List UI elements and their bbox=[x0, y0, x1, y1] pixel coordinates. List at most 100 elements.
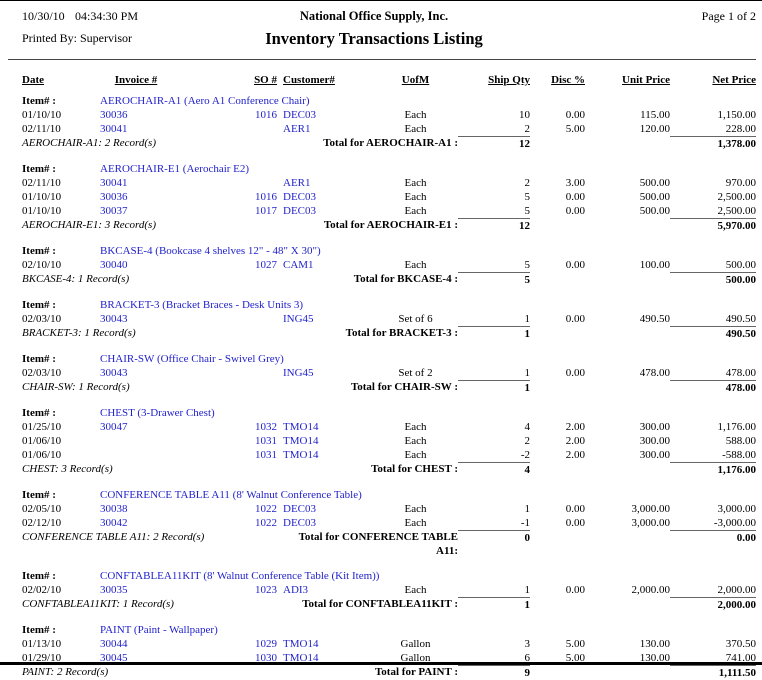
invoice-number-link[interactable]: 30036 bbox=[100, 109, 128, 121]
customer-code-link[interactable]: DEC03 bbox=[283, 503, 316, 515]
disc-pct-value: 0.00 bbox=[565, 313, 585, 325]
so-number-link[interactable]: 1032 bbox=[255, 421, 277, 433]
customer-code-link[interactable]: CAM1 bbox=[283, 259, 314, 271]
net-price-value: -3,000.00 bbox=[713, 517, 756, 529]
so-number-link[interactable]: 1031 bbox=[255, 449, 277, 461]
item-name-link[interactable]: CONFTABLEA11KIT (8' Walnut Conference Ta… bbox=[100, 570, 380, 582]
customer-code-link[interactable]: TMO14 bbox=[283, 435, 319, 447]
invoice-number-link[interactable]: 30038 bbox=[100, 503, 128, 515]
invoice-number-link[interactable]: 30042 bbox=[100, 517, 128, 529]
item-name-link[interactable]: CHAIR-SW (Office Chair - Swivel Grey) bbox=[100, 353, 284, 365]
transaction-rows: 02/11/10 30041 AER1 Each 2 3.00 500.00 9… bbox=[22, 176, 756, 218]
record-count: AEROCHAIR-E1: 3 Record(s) bbox=[22, 219, 156, 231]
so-number-link[interactable]: 1030 bbox=[255, 652, 277, 664]
customer-code-link[interactable]: TMO14 bbox=[283, 638, 319, 650]
transaction-date: 01/10/10 bbox=[22, 109, 62, 121]
invoice-number-link[interactable] bbox=[100, 434, 172, 448]
item-number-label: Item# : bbox=[22, 489, 56, 501]
customer-code-link[interactable]: DEC03 bbox=[283, 205, 316, 217]
unit-price-value: 490.50 bbox=[639, 313, 670, 325]
item-name-link[interactable]: PAINT (Paint - Wallpaper) bbox=[100, 624, 218, 636]
customer-code-link[interactable]: TMO14 bbox=[283, 652, 319, 664]
item-name-link[interactable]: BKCASE-4 (Bookcase 4 shelves 12" - 48" X… bbox=[100, 245, 321, 257]
so-number-link[interactable]: 1023 bbox=[255, 584, 277, 596]
transaction-date: 02/03/10 bbox=[22, 367, 62, 379]
uofm-value: Each bbox=[404, 123, 427, 135]
item-name-link[interactable]: CONFERENCE TABLE A11 (8' Walnut Conferen… bbox=[100, 489, 362, 501]
item-name-link[interactable]: AEROCHAIR-E1 (Aerochair E2) bbox=[100, 163, 250, 175]
invoice-number-link[interactable]: 30043 bbox=[100, 313, 128, 325]
so-number-link[interactable]: 1016 bbox=[255, 191, 277, 203]
invoice-number-link[interactable]: 30040 bbox=[100, 259, 128, 271]
transaction-row: 02/11/10 30041 AER1 Each 2 3.00 500.00 9… bbox=[22, 176, 756, 190]
column-header-invoice: Invoice # bbox=[114, 74, 158, 86]
disc-pct-value: 0.00 bbox=[565, 109, 585, 121]
invoice-number-link[interactable]: 30043 bbox=[100, 367, 128, 379]
unit-price-value: 300.00 bbox=[639, 449, 670, 461]
transaction-row: 01/06/10 1031 TMO14 Each -2 2.00 300.00 … bbox=[22, 448, 756, 462]
disc-pct-value: 0.00 bbox=[565, 584, 585, 596]
unit-price-value: 2,000.00 bbox=[631, 584, 671, 596]
so-number-link[interactable]: 1027 bbox=[255, 259, 277, 271]
unit-price-value: 500.00 bbox=[639, 177, 670, 189]
transaction-date: 01/29/10 bbox=[22, 652, 62, 664]
so-number-link[interactable]: 1031 bbox=[255, 435, 277, 447]
item-total-label: Total for BKCASE-4 : bbox=[353, 273, 458, 285]
invoice-number-link[interactable]: 30047 bbox=[100, 421, 128, 433]
item-section: Item# : BKCASE-4 (Bookcase 4 shelves 12"… bbox=[22, 244, 756, 287]
transaction-rows: 02/05/10 30038 1022 DEC03 Each 1 0.00 3,… bbox=[22, 502, 756, 530]
invoice-number-link[interactable]: 30041 bbox=[100, 177, 128, 189]
column-header-disc: Disc % bbox=[551, 74, 585, 86]
so-number-link[interactable]: 1017 bbox=[255, 205, 277, 217]
disc-pct-value: 0.00 bbox=[565, 503, 585, 515]
customer-code-link[interactable]: TMO14 bbox=[283, 449, 319, 461]
transaction-rows: 01/13/10 30044 1029 TMO14 Gallon 3 5.00 … bbox=[22, 637, 756, 665]
transaction-row: 02/11/10 30041 AER1 Each 2 5.00 120.00 2… bbox=[22, 122, 756, 136]
customer-code-link[interactable]: ING45 bbox=[283, 367, 314, 379]
invoice-number-link[interactable]: 30035 bbox=[100, 584, 128, 596]
customer-code-link[interactable]: DEC03 bbox=[283, 517, 316, 529]
print-time: 04:34:30 PM bbox=[75, 9, 139, 23]
so-number-link[interactable]: 1022 bbox=[255, 503, 277, 515]
customer-code-link[interactable]: DEC03 bbox=[283, 191, 316, 203]
so-number-link[interactable] bbox=[172, 176, 277, 190]
item-name-link[interactable]: CHEST (3-Drawer Chest) bbox=[100, 407, 215, 419]
so-number-link[interactable] bbox=[172, 366, 277, 380]
customer-code-link[interactable]: TMO14 bbox=[283, 421, 319, 433]
so-number-link[interactable] bbox=[172, 122, 277, 136]
company-name: National Office Supply, Inc. bbox=[299, 9, 449, 23]
invoice-number-link[interactable] bbox=[100, 448, 172, 462]
disc-pct-value: 2.00 bbox=[565, 421, 585, 433]
item-name-link[interactable]: AEROCHAIR-A1 (Aero A1 Conference Chair) bbox=[100, 95, 310, 107]
item-header-row: Item# : AEROCHAIR-E1 (Aerochair E2) bbox=[22, 162, 756, 176]
so-number-link[interactable]: 1016 bbox=[255, 109, 277, 121]
item-name-link[interactable]: BRACKET-3 (Bracket Braces - Desk Units 3… bbox=[100, 299, 304, 311]
invoice-number-link[interactable]: 30037 bbox=[100, 205, 128, 217]
transaction-date: 02/11/10 bbox=[22, 123, 61, 135]
transaction-row: 02/10/10 30040 1027 CAM1 Each 5 0.00 100… bbox=[22, 258, 756, 272]
uofm-value: Each bbox=[404, 205, 427, 217]
so-number-link[interactable] bbox=[172, 312, 277, 326]
transaction-row: 02/12/10 30042 1022 DEC03 Each -1 0.00 3… bbox=[22, 516, 756, 530]
ship-qty-value: 2 bbox=[524, 123, 531, 135]
item-total-label: Total for PAINT : bbox=[374, 666, 458, 678]
disc-pct-value: 5.00 bbox=[565, 123, 585, 135]
customer-code-link[interactable]: AER1 bbox=[283, 177, 311, 189]
transaction-date: 02/12/10 bbox=[22, 517, 62, 529]
transaction-row: 01/10/10 30036 1016 DEC03 Each 5 0.00 50… bbox=[22, 190, 756, 204]
net-price-value: 588.00 bbox=[725, 435, 756, 447]
invoice-number-link[interactable]: 30044 bbox=[100, 638, 128, 650]
invoice-number-link[interactable]: 30045 bbox=[100, 652, 128, 664]
customer-code-link[interactable]: ADI3 bbox=[283, 584, 309, 596]
invoice-number-link[interactable]: 30041 bbox=[100, 123, 128, 135]
invoice-number-link[interactable]: 30036 bbox=[100, 191, 128, 203]
so-number-link[interactable]: 1022 bbox=[255, 517, 277, 529]
ship-qty-value: 6 bbox=[524, 652, 531, 664]
unit-price-value: 130.00 bbox=[639, 652, 670, 664]
transaction-rows: 02/02/10 30035 1023 ADI3 Each 1 0.00 2,0… bbox=[22, 583, 756, 597]
customer-code-link[interactable]: AER1 bbox=[283, 123, 311, 135]
customer-code-link[interactable]: DEC03 bbox=[283, 109, 316, 121]
column-header-unit-price: Unit Price bbox=[622, 74, 670, 86]
customer-code-link[interactable]: ING45 bbox=[283, 313, 314, 325]
so-number-link[interactable]: 1029 bbox=[255, 638, 277, 650]
